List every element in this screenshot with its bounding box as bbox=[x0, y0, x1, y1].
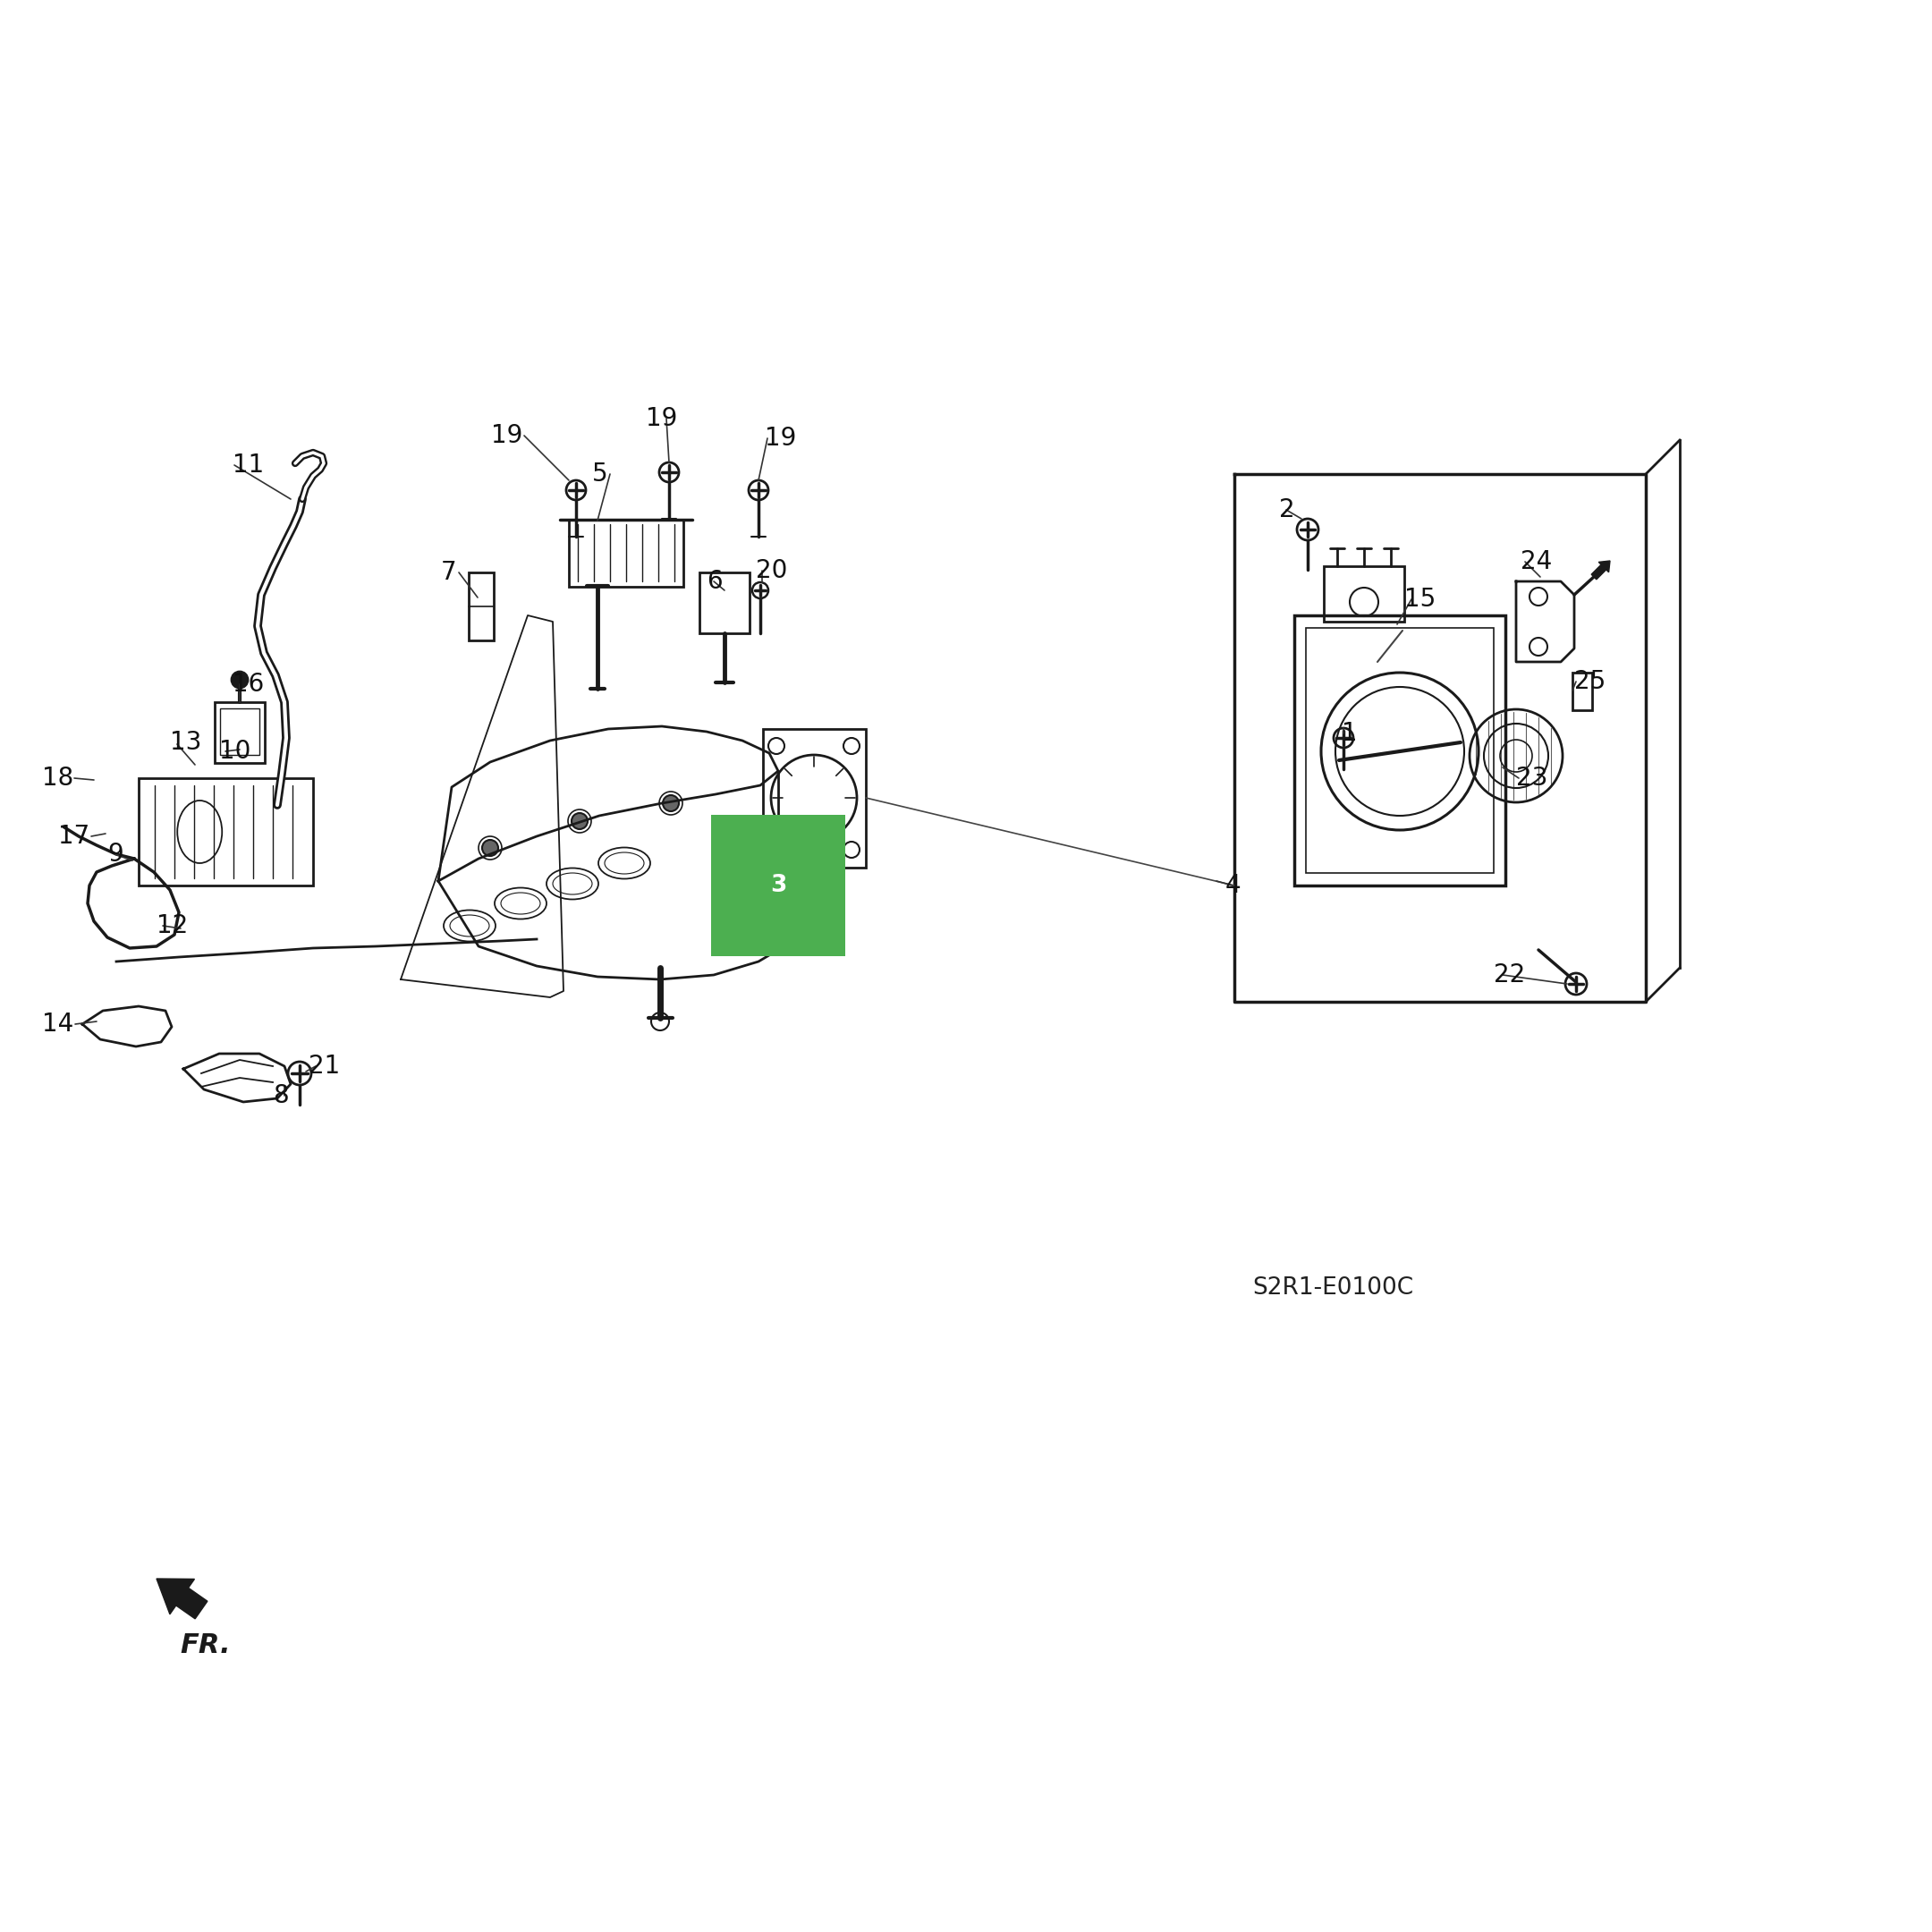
Bar bbox=[568, 520, 684, 587]
Text: FR.: FR. bbox=[180, 1633, 232, 1660]
Text: 7: 7 bbox=[440, 560, 456, 585]
Text: 13: 13 bbox=[170, 730, 201, 755]
Text: 18: 18 bbox=[43, 765, 73, 790]
Text: 16: 16 bbox=[232, 672, 265, 697]
Text: 19: 19 bbox=[645, 406, 678, 431]
Text: 19: 19 bbox=[491, 423, 522, 448]
Bar bbox=[220, 709, 259, 755]
FancyArrow shape bbox=[1592, 560, 1609, 580]
Text: 12: 12 bbox=[156, 914, 187, 939]
Text: 20: 20 bbox=[755, 558, 788, 583]
FancyArrow shape bbox=[156, 1578, 207, 1619]
Bar bbox=[1294, 616, 1505, 885]
Text: 2: 2 bbox=[1279, 497, 1294, 522]
Text: 19: 19 bbox=[765, 425, 796, 450]
Text: S2R1-E0100C: S2R1-E0100C bbox=[1252, 1277, 1414, 1300]
Text: 14: 14 bbox=[43, 1012, 73, 1037]
Text: 3: 3 bbox=[771, 873, 786, 896]
Circle shape bbox=[572, 813, 587, 829]
Circle shape bbox=[232, 672, 247, 688]
Bar bbox=[214, 701, 265, 763]
Text: 21: 21 bbox=[309, 1053, 340, 1078]
Text: 23: 23 bbox=[1517, 765, 1548, 790]
Circle shape bbox=[483, 840, 498, 856]
Bar bbox=[699, 572, 750, 634]
Text: 22: 22 bbox=[1493, 962, 1524, 987]
Text: 5: 5 bbox=[593, 462, 609, 487]
Text: 8: 8 bbox=[272, 1084, 288, 1109]
Text: 6: 6 bbox=[707, 568, 723, 593]
Text: 10: 10 bbox=[218, 738, 251, 763]
Text: 1: 1 bbox=[1341, 721, 1358, 746]
Bar bbox=[1306, 628, 1493, 873]
Bar bbox=[1323, 566, 1405, 622]
Bar bbox=[139, 779, 313, 885]
Text: 24: 24 bbox=[1520, 549, 1551, 574]
Text: 4: 4 bbox=[1225, 873, 1240, 898]
Text: 11: 11 bbox=[232, 452, 265, 477]
Text: 9: 9 bbox=[108, 842, 124, 867]
Text: 15: 15 bbox=[1405, 587, 1435, 612]
Bar bbox=[763, 728, 866, 867]
Text: 25: 25 bbox=[1575, 668, 1605, 694]
Circle shape bbox=[663, 796, 678, 811]
Bar bbox=[469, 572, 495, 639]
Text: 17: 17 bbox=[58, 823, 89, 848]
Bar bbox=[1573, 672, 1592, 711]
